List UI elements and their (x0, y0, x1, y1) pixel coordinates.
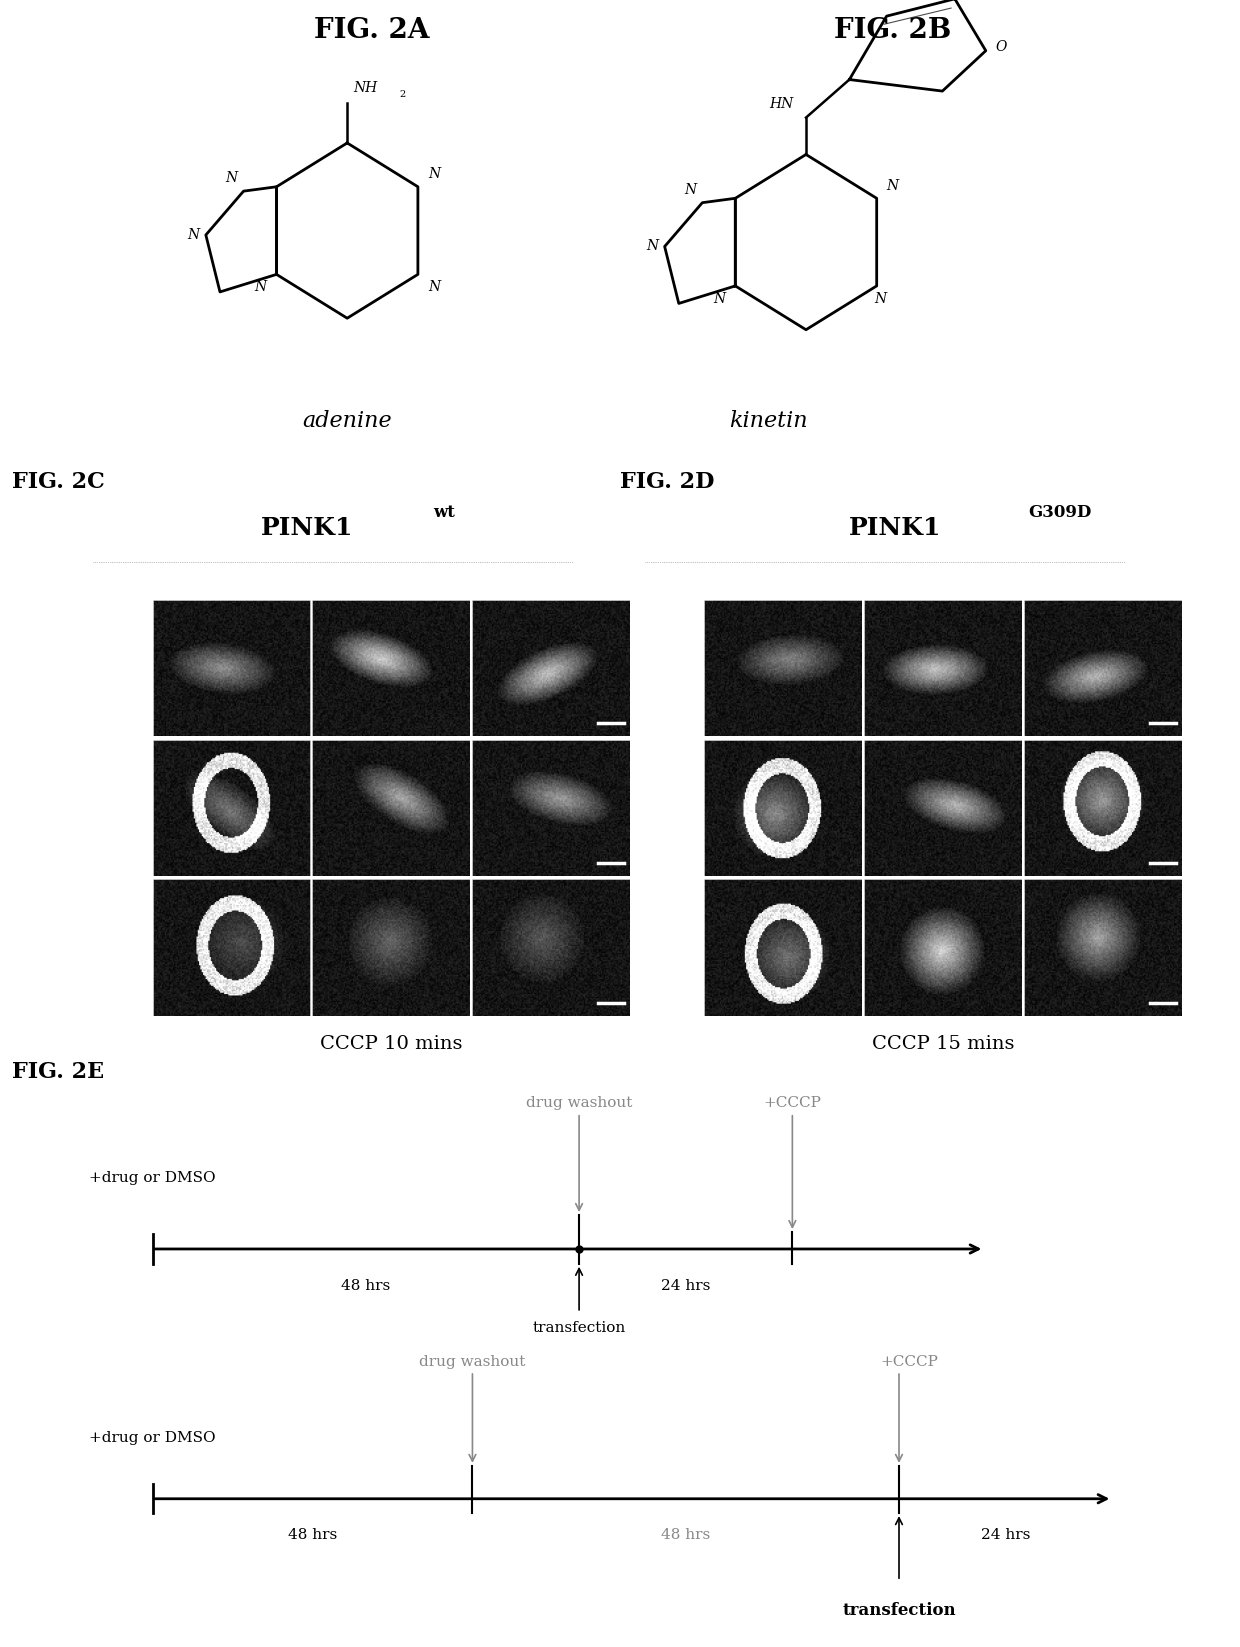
Text: DMSO: DMSO (117, 647, 129, 688)
Text: FIG. 2A: FIG. 2A (314, 16, 430, 44)
Text: mitoGFP: mitoGFP (203, 572, 259, 585)
Text: +CCCP: +CCCP (764, 1095, 821, 1110)
Text: +CCCP: +CCCP (880, 1354, 939, 1369)
Text: N: N (226, 171, 237, 186)
Text: adenine: adenine (117, 922, 129, 973)
Text: PINK1: PINK1 (848, 516, 941, 540)
Text: Merge: Merge (1083, 572, 1123, 585)
Text: 48 hrs: 48 hrs (661, 1528, 711, 1542)
Text: PINK1: PINK1 (262, 516, 353, 540)
Text: 24 hrs: 24 hrs (661, 1278, 711, 1293)
Text: mitoGFP: mitoGFP (755, 572, 811, 585)
Text: +drug or DMSO: +drug or DMSO (89, 1431, 216, 1446)
Text: +drug or DMSO: +drug or DMSO (89, 1171, 216, 1186)
Text: transfection: transfection (532, 1321, 626, 1336)
Text: N: N (646, 239, 658, 254)
Text: N: N (887, 178, 899, 193)
Text: CCCP 10 mins: CCCP 10 mins (320, 1036, 463, 1052)
Text: HN: HN (769, 97, 794, 110)
Text: Parkin: Parkin (371, 572, 412, 585)
Text: Parkin: Parkin (923, 572, 963, 585)
Text: FIG. 2C: FIG. 2C (12, 471, 105, 492)
Text: 24 hrs: 24 hrs (981, 1528, 1030, 1542)
Text: wt: wt (433, 504, 455, 520)
Text: G309D: G309D (1029, 504, 1092, 520)
Text: FIG. 2E: FIG. 2E (12, 1061, 104, 1084)
Text: N: N (187, 227, 200, 242)
Text: N: N (428, 166, 440, 181)
Text: FIG. 2D: FIG. 2D (620, 471, 714, 492)
Text: kinetin: kinetin (668, 786, 681, 830)
Text: Merge: Merge (531, 572, 572, 585)
Text: kinetin: kinetin (117, 786, 129, 830)
Text: kinetin: kinetin (729, 410, 808, 432)
Text: CCCP 15 mins: CCCP 15 mins (872, 1036, 1014, 1052)
Text: N: N (684, 183, 696, 198)
Text: N: N (254, 280, 267, 295)
Text: DMSO: DMSO (668, 647, 681, 688)
Text: adenine: adenine (668, 922, 681, 973)
Text: transfection: transfection (842, 1601, 956, 1619)
Text: 48 hrs: 48 hrs (341, 1278, 391, 1293)
Text: NH: NH (353, 81, 378, 94)
Text: N: N (874, 292, 887, 306)
Text: FIG. 2B: FIG. 2B (835, 16, 951, 44)
Text: O: O (996, 40, 1007, 54)
Text: 2: 2 (399, 91, 405, 99)
Text: 48 hrs: 48 hrs (288, 1528, 337, 1542)
Text: drug washout: drug washout (419, 1354, 526, 1369)
Text: adenine: adenine (303, 410, 392, 432)
Text: N: N (713, 292, 725, 306)
Text: N: N (428, 280, 440, 295)
Text: drug washout: drug washout (526, 1095, 632, 1110)
